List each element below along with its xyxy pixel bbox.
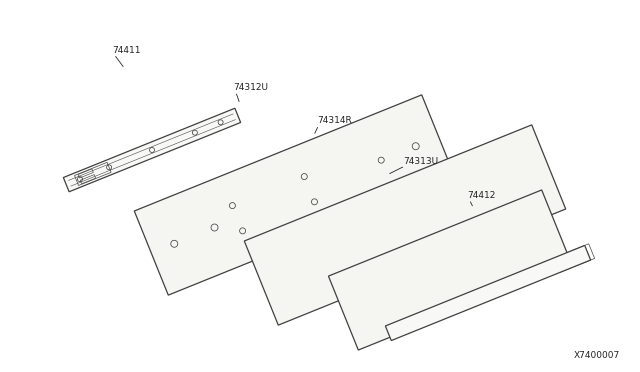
Text: 74312U: 74312U <box>234 83 269 92</box>
Text: 74313U: 74313U <box>403 157 438 166</box>
Polygon shape <box>328 190 572 350</box>
Polygon shape <box>385 246 591 341</box>
Polygon shape <box>134 95 456 295</box>
Text: 74412: 74412 <box>467 191 495 200</box>
Text: X7400007: X7400007 <box>573 351 620 360</box>
Polygon shape <box>244 125 566 325</box>
Text: 74314R: 74314R <box>317 116 351 125</box>
Text: 74411: 74411 <box>112 46 141 55</box>
Polygon shape <box>63 108 241 192</box>
